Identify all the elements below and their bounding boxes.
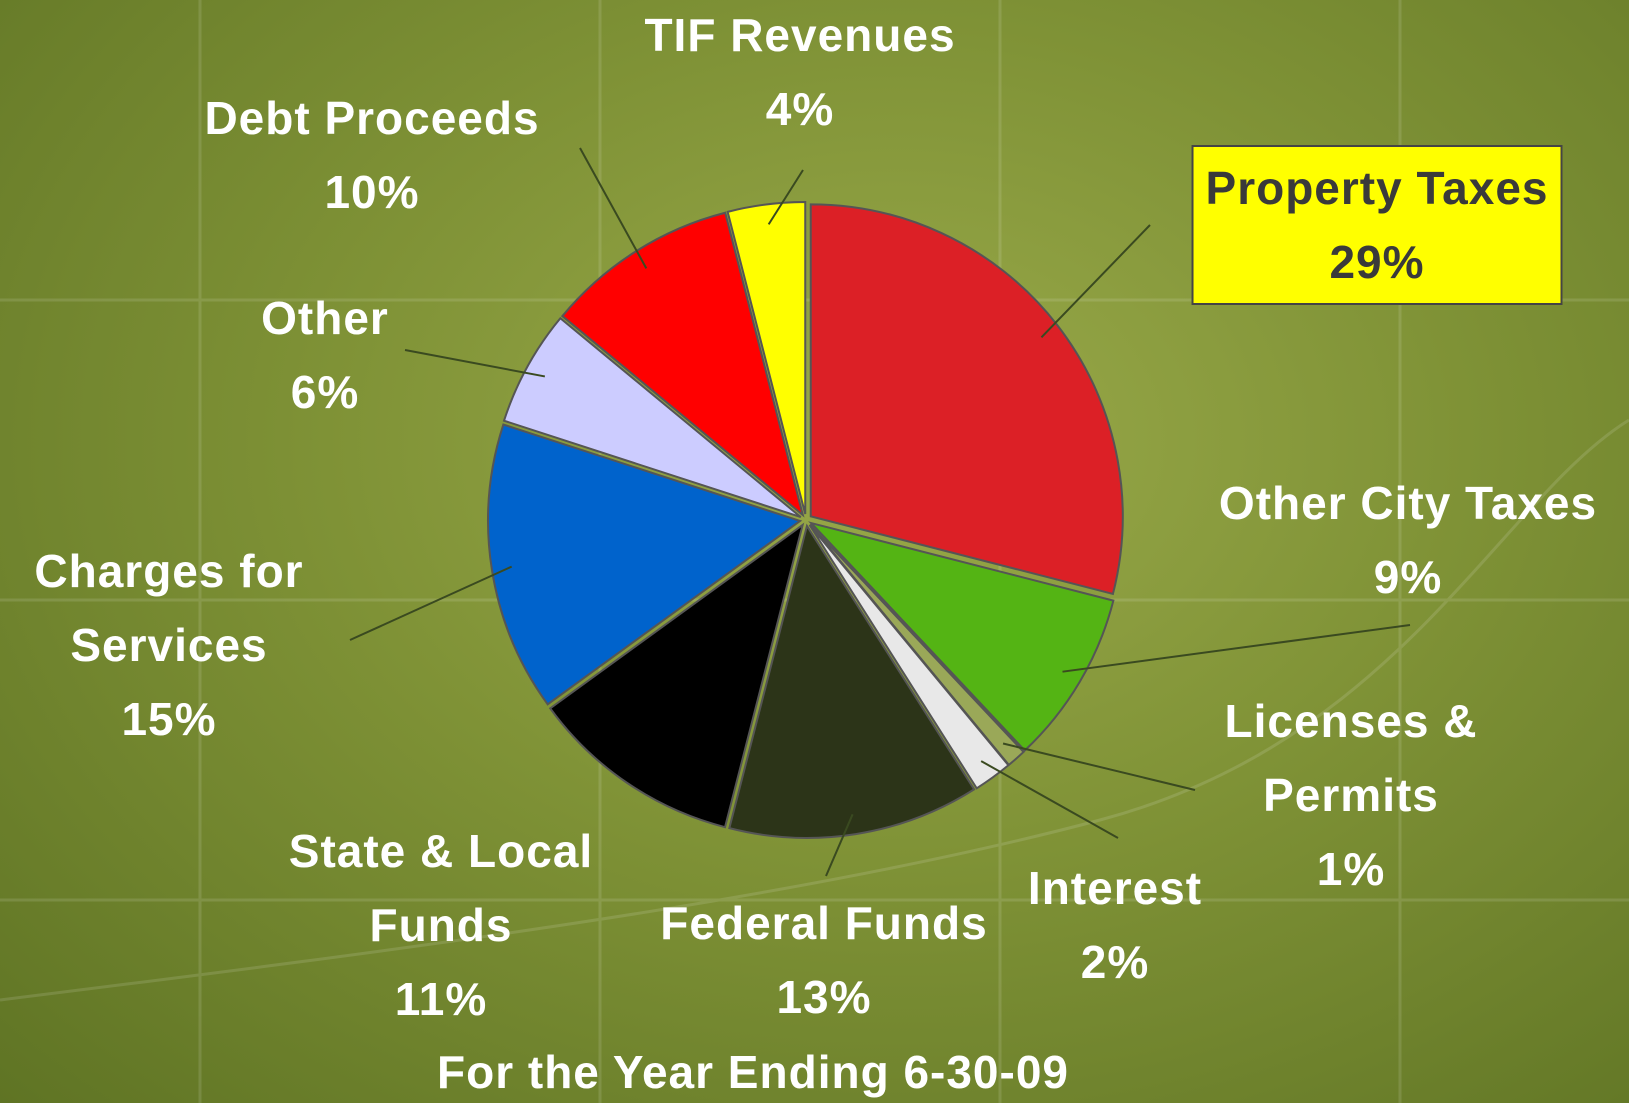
value-label: 4% [644, 72, 955, 146]
value-label: 6% [261, 355, 389, 429]
category-label: Property Taxes [1206, 151, 1549, 225]
value-label: 13% [660, 960, 987, 1034]
value-label: 10% [204, 155, 539, 229]
value-label: 1% [1196, 832, 1506, 906]
leader-line [580, 148, 646, 268]
leader-line [1003, 744, 1195, 790]
subtitle: For the Year Ending 6-30-09 [437, 1045, 1069, 1099]
category-label: Federal Funds [660, 886, 987, 960]
value-label: 11% [251, 962, 631, 1036]
value-label: 2% [1028, 925, 1202, 999]
category-label: Other City Taxes [1219, 466, 1597, 540]
leader-line [405, 350, 545, 376]
category-label: TIF Revenues [644, 0, 955, 72]
value-label: 29% [1206, 225, 1549, 299]
category-label: Charges for Services [0, 534, 339, 682]
value-label: 15% [0, 682, 339, 756]
leader-line [1063, 625, 1410, 672]
category-label: Licenses & Permits [1196, 684, 1506, 832]
category-label: Debt Proceeds [204, 81, 539, 155]
leader-line [350, 567, 512, 640]
category-label: Interest [1028, 851, 1202, 925]
category-label: State & Local Funds [251, 814, 631, 962]
slide: For the Year Ending 6-30-09 Property Tax… [0, 0, 1629, 1103]
leader-line [1041, 225, 1150, 337]
category-label: Other [261, 281, 389, 355]
value-label: 9% [1219, 540, 1597, 614]
leader-line [981, 761, 1118, 838]
